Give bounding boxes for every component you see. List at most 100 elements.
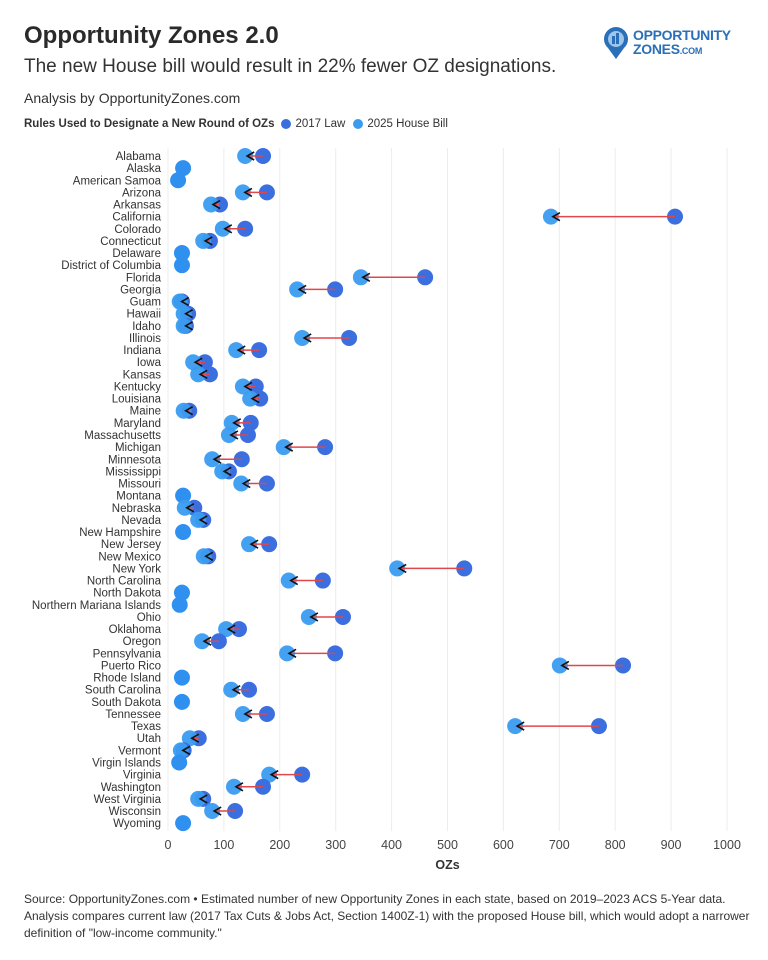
point-2025-house-bill [194, 633, 211, 650]
x-tick-label: 900 [661, 838, 682, 852]
state-label: North Dakota [93, 588, 161, 600]
state-label: Minnesota [108, 454, 162, 466]
point-2025-house-bill [261, 766, 278, 783]
state-label: Nebraska [112, 503, 162, 515]
arrowhead-icon [222, 466, 232, 477]
arrowhead-icon [232, 418, 242, 428]
state-label: South Dakota [91, 697, 161, 709]
state-label: Oregon [123, 636, 161, 648]
arrowhead-icon [193, 357, 203, 367]
point-2025-house-bill [352, 269, 369, 286]
state-label: New Mexico [98, 551, 161, 563]
state-label: Colorado [114, 224, 161, 236]
legend-2017-dot [281, 119, 292, 129]
state-label: New Jersey [101, 539, 161, 551]
arrowhead-icon [185, 503, 195, 513]
arrowhead-icon [231, 685, 241, 695]
arrowhead-icon [250, 393, 260, 404]
state-label: Vermont [118, 745, 162, 757]
arrowhead-icon [302, 333, 312, 343]
state-label: Louisiana [112, 394, 162, 406]
logo-line2: ZONES.COM [633, 42, 731, 58]
state-label: Connecticut [100, 236, 162, 248]
arrowhead-icon [245, 151, 255, 161]
arrowhead-icon [560, 660, 570, 671]
byline: Analysis by OpportunityZones.com [24, 90, 241, 106]
legend-2017-label: 2017 Law [295, 118, 346, 130]
arrowhead-icon [234, 782, 244, 792]
state-label: District of Columbia [61, 260, 161, 272]
legend-2025-label: 2025 House Bill [367, 118, 448, 130]
arrowhead-icon [184, 321, 194, 331]
arrowhead-icon [309, 612, 319, 622]
x-tick-label: 1000 [713, 838, 741, 852]
arrowhead-icon [243, 709, 253, 719]
point-2025-house-bill [181, 730, 198, 747]
state-label: Hawaii [126, 309, 161, 321]
arrowhead-icon [212, 806, 222, 816]
arrowhead-icon [289, 575, 299, 586]
point-2025-house-bill [289, 281, 306, 298]
point-equal [173, 693, 190, 710]
point-2025-house-bill [175, 317, 192, 334]
point-2025-house-bill [175, 402, 192, 419]
logo-line1: OPPORTUNITY [633, 27, 731, 43]
state-label: Guam [130, 297, 161, 309]
point-2025-house-bill [234, 378, 251, 395]
point-2025-house-bill [275, 439, 292, 456]
point-2025-house-bill [195, 548, 212, 565]
x-tick-label: 300 [325, 838, 346, 852]
logo: OPPORTUNITY ZONES.COM [603, 26, 731, 60]
arrowhead-icon [515, 721, 525, 731]
arrowhead-icon [236, 345, 246, 355]
arrowhead-icon [229, 430, 239, 440]
point-2025-house-bill [214, 463, 231, 480]
map-pin-icon [604, 27, 628, 59]
state-label: Georgia [120, 284, 162, 296]
state-label: Michigan [115, 442, 161, 454]
point-2025-house-bill [223, 414, 240, 431]
arrowhead-icon [243, 381, 253, 392]
state-label: Texas [131, 721, 161, 733]
point-equal [173, 257, 190, 274]
state-label: Oklahoma [109, 624, 162, 636]
point-equal [175, 160, 192, 177]
chart-title: Opportunity Zones 2.0 [24, 22, 279, 49]
point-2025-house-bill [204, 451, 221, 468]
x-tick-label: 800 [605, 838, 626, 852]
arrowhead-icon [181, 745, 191, 756]
state-label: Delaware [112, 248, 161, 260]
state-label: Arkansas [113, 200, 161, 212]
point-2025-house-bill [242, 390, 259, 407]
state-label: Kansas [123, 369, 162, 381]
arrowhead-icon [203, 236, 213, 246]
arrowhead-icon [223, 224, 233, 234]
x-tick-label: 600 [493, 838, 514, 852]
point-2025-house-bill [551, 657, 568, 674]
point-2025-house-bill [234, 705, 251, 722]
logo-text: OPPORTUNITY ZONES.COM [633, 28, 731, 58]
state-label: North Carolina [87, 576, 162, 588]
point-2025-house-bill [228, 342, 245, 359]
x-tick-label: 400 [381, 838, 402, 852]
state-label: New York [112, 563, 161, 575]
point-2025-house-bill [172, 742, 189, 759]
state-label: Montana [116, 491, 161, 503]
point-2025-house-bill [190, 366, 207, 383]
state-label: Alabama [116, 151, 162, 163]
state-label: Kentucky [114, 381, 162, 393]
point-equal [173, 245, 190, 262]
arrowhead-icon [184, 308, 194, 319]
point-2025-house-bill [214, 220, 231, 237]
x-tick-label: 200 [269, 838, 290, 852]
logo-zones: ZONES [633, 41, 680, 57]
arrowhead-icon [204, 551, 214, 561]
point-2025-house-bill [233, 475, 250, 492]
arrowhead-icon [287, 648, 297, 659]
point-2025-house-bill [220, 426, 237, 443]
state-label: Idaho [132, 321, 161, 333]
arrowhead-icon [198, 794, 208, 804]
arrowhead-icon [284, 442, 294, 452]
arrowhead-icon [249, 539, 259, 549]
x-tick-label: 100 [213, 838, 234, 852]
